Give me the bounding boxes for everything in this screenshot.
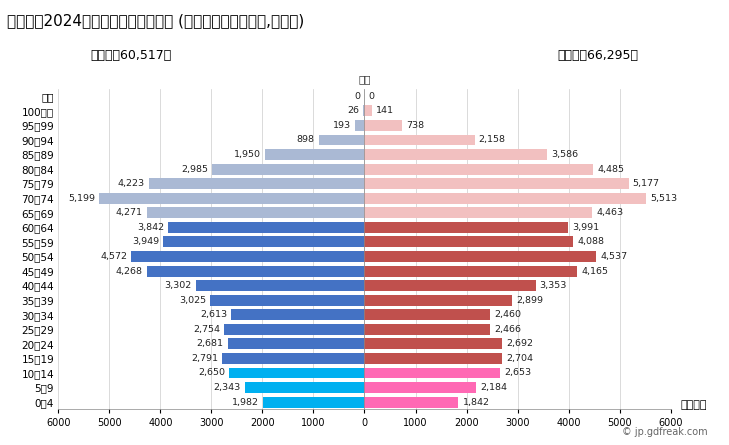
Text: 3,949: 3,949 <box>132 238 159 247</box>
Text: 1,950: 1,950 <box>234 150 261 159</box>
Text: 2,754: 2,754 <box>193 325 220 334</box>
Text: 4,088: 4,088 <box>577 238 604 247</box>
Bar <box>147 266 364 276</box>
Bar <box>364 120 402 131</box>
Text: 26: 26 <box>347 106 359 115</box>
Text: 5,177: 5,177 <box>633 179 660 188</box>
Text: 2,899: 2,899 <box>517 295 544 305</box>
Bar <box>224 324 364 335</box>
Bar <box>363 105 364 116</box>
Bar <box>364 222 568 233</box>
Bar <box>263 396 364 408</box>
Text: 5,199: 5,199 <box>68 194 95 203</box>
Text: 3,353: 3,353 <box>539 281 567 290</box>
Bar <box>364 309 490 320</box>
Text: 2,184: 2,184 <box>480 383 507 392</box>
Bar <box>99 193 364 204</box>
Bar <box>364 149 547 160</box>
Text: 岩国市の2024年１月１日の人口構成 (住民基本台帳ベース,総人口): 岩国市の2024年１月１日の人口構成 (住民基本台帳ベース,総人口) <box>7 13 305 28</box>
Text: 898: 898 <box>297 135 315 145</box>
Bar <box>364 134 475 146</box>
Text: © jp.gdfreak.com: © jp.gdfreak.com <box>622 427 707 437</box>
Text: 4,537: 4,537 <box>600 252 627 261</box>
Bar <box>364 207 592 218</box>
Text: 2,343: 2,343 <box>214 383 241 392</box>
Text: 4,572: 4,572 <box>100 252 127 261</box>
Bar <box>231 309 364 320</box>
Bar <box>354 120 364 131</box>
Text: 2,650: 2,650 <box>198 368 225 377</box>
Bar <box>364 178 628 189</box>
Text: 2,791: 2,791 <box>191 354 218 363</box>
Text: 0: 0 <box>369 92 375 101</box>
Text: 男性計：60,517人: 男性計：60,517人 <box>90 49 172 62</box>
Bar <box>364 280 536 291</box>
Bar <box>210 295 364 306</box>
Text: 2,653: 2,653 <box>504 368 531 377</box>
Text: 女性計：66,295人: 女性計：66,295人 <box>557 49 639 62</box>
Bar <box>364 164 593 174</box>
Bar <box>364 266 577 276</box>
Bar <box>364 368 500 378</box>
Bar <box>212 164 364 174</box>
Bar <box>222 353 364 364</box>
Text: 2,158: 2,158 <box>479 135 506 145</box>
Bar <box>364 382 476 393</box>
Text: 193: 193 <box>332 121 351 130</box>
Bar <box>265 149 364 160</box>
Bar <box>245 382 364 393</box>
Text: 3,302: 3,302 <box>165 281 192 290</box>
Text: 2,692: 2,692 <box>506 340 533 348</box>
Text: 738: 738 <box>406 121 424 130</box>
Text: 4,165: 4,165 <box>581 267 608 275</box>
Bar <box>168 222 364 233</box>
Text: 3,842: 3,842 <box>137 223 164 232</box>
Bar <box>131 251 364 262</box>
Bar <box>163 236 364 247</box>
Text: 2,704: 2,704 <box>507 354 534 363</box>
Text: 4,223: 4,223 <box>118 179 145 188</box>
Text: 141: 141 <box>375 106 394 115</box>
Bar <box>149 178 364 189</box>
Bar <box>227 338 364 349</box>
Text: 4,485: 4,485 <box>598 165 625 174</box>
Text: 4,271: 4,271 <box>115 208 142 217</box>
Text: 1,842: 1,842 <box>463 398 490 407</box>
Bar <box>147 207 364 218</box>
Bar <box>364 324 491 335</box>
Text: 3,991: 3,991 <box>572 223 599 232</box>
Bar <box>364 105 372 116</box>
Text: 2,681: 2,681 <box>197 340 224 348</box>
Bar <box>364 353 502 364</box>
Bar <box>364 251 596 262</box>
Text: 1,982: 1,982 <box>233 398 260 407</box>
Bar <box>364 236 573 247</box>
Text: 2,466: 2,466 <box>494 325 521 334</box>
Text: 2,460: 2,460 <box>494 310 521 319</box>
Bar <box>196 280 364 291</box>
Text: 4,463: 4,463 <box>596 208 623 217</box>
Text: 不詳: 不詳 <box>358 75 371 85</box>
Bar <box>319 134 364 146</box>
Bar <box>229 368 364 378</box>
Text: 0: 0 <box>354 92 360 101</box>
Text: 単位：人: 単位：人 <box>681 400 707 410</box>
Text: 3,586: 3,586 <box>552 150 579 159</box>
Text: 2,985: 2,985 <box>181 165 208 174</box>
Text: 2,613: 2,613 <box>200 310 227 319</box>
Text: 5,513: 5,513 <box>650 194 677 203</box>
Text: 3,025: 3,025 <box>179 295 206 305</box>
Bar <box>364 295 512 306</box>
Bar <box>364 396 459 408</box>
Bar <box>364 193 646 204</box>
Text: 4,268: 4,268 <box>116 267 143 275</box>
Bar <box>364 338 502 349</box>
